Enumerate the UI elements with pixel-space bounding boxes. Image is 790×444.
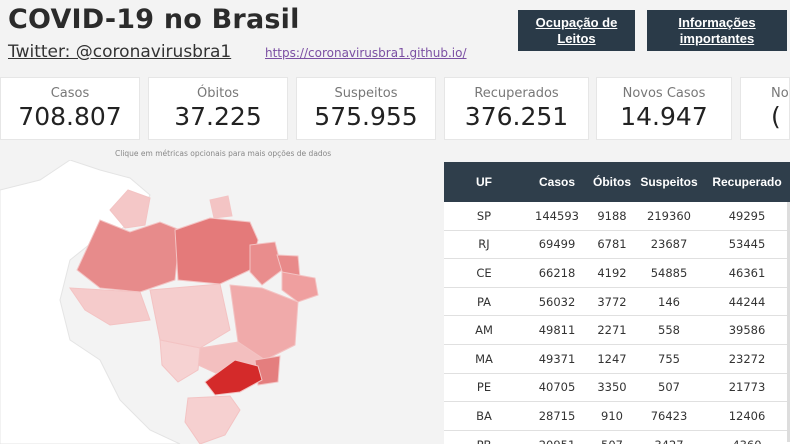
cell-recuperados: 49295	[728, 208, 766, 223]
metric-card-novos-obitos[interactable]: Nov (	[740, 77, 790, 140]
cell-uf: RJ	[478, 237, 490, 252]
cell-recuperados: 23272	[728, 351, 766, 366]
metric-value: 575.955	[314, 102, 418, 131]
cell-suspeitos: 219360	[647, 208, 691, 223]
cell-casos: 40705	[538, 380, 576, 395]
cell-obitos: 9188	[597, 208, 627, 223]
cell-casos: 28715	[538, 408, 576, 423]
cell-recuperados: 39586	[728, 323, 766, 338]
cell-casos: 66218	[538, 265, 576, 280]
cell-suspeitos: 146	[658, 294, 680, 309]
twitter-link[interactable]: Twitter: @coronavirusbra1	[8, 42, 232, 62]
metric-value: (	[771, 102, 781, 131]
cell-uf: PE	[476, 380, 492, 395]
cell-uf: AM	[475, 323, 493, 338]
metric-label: Casos	[50, 86, 90, 101]
metric-value: 14.947	[620, 102, 708, 131]
col-header-obitos[interactable]: Óbitos	[593, 175, 631, 189]
cell-suspeitos: 755	[658, 351, 680, 366]
table-row[interactable]: AM 49811 2271 558 39586	[444, 316, 790, 345]
table-row[interactable]: RJ 69499 6781 23687 53445	[444, 231, 790, 260]
table-row[interactable]: CE 66218 4192 54885 46361	[444, 259, 790, 288]
metric-label: Recuperados	[474, 86, 559, 101]
table-row[interactable]: PE 40705 3350 507 21773	[444, 374, 790, 403]
metric-card-novos-casos[interactable]: Novos Casos 14.947	[596, 77, 732, 140]
cell-suspeitos: 76423	[650, 408, 688, 423]
cell-suspeitos: 3427	[634, 438, 704, 444]
south-america-background	[0, 160, 181, 444]
cell-casos: 56032	[538, 294, 576, 309]
cell-obitos: 910	[601, 408, 623, 423]
cell-casos: 144593	[535, 208, 579, 223]
table-row[interactable]: SP 144593 9188 219360 49295	[444, 202, 790, 231]
metric-card-suspeitos[interactable]: Suspeitos 575.955	[296, 77, 436, 140]
metric-value: 708.807	[18, 102, 122, 131]
cell-recuperados: 44244	[728, 294, 766, 309]
state-pa	[174, 217, 259, 285]
cell-uf: PA	[476, 294, 492, 309]
cell-uf: PB	[444, 438, 524, 444]
metric-label: Novos Casos	[622, 86, 706, 101]
table-scrollbar[interactable]	[787, 202, 790, 442]
cell-recuperados: 53445	[728, 237, 766, 252]
state-ac-ro	[69, 287, 151, 326]
table-row[interactable]: PA 56032 3772 146 44244	[444, 288, 790, 317]
metric-card-casos[interactable]: Casos 708.807	[0, 77, 140, 140]
informacoes-button[interactable]: Informações importantes	[647, 10, 787, 51]
cell-casos: 49371	[538, 351, 576, 366]
ocupacao-leitos-button[interactable]: Ocupação de Leitos	[518, 10, 635, 51]
cell-obitos: 507	[590, 438, 634, 444]
metric-value: 376.251	[464, 102, 569, 131]
cell-suspeitos: 558	[658, 323, 680, 338]
cell-obitos: 3772	[597, 294, 627, 309]
state-ne	[281, 271, 319, 303]
cell-uf: MA	[475, 351, 493, 366]
metric-label: Óbitos	[197, 86, 239, 101]
metric-card-recuperados[interactable]: Recuperados 376.251	[444, 77, 589, 140]
state-ma	[249, 241, 283, 286]
table-row[interactable]: MA 49371 1247 755 23272	[444, 345, 790, 374]
uf-table[interactable]: UF Casos Óbitos Suspeitos Recuperado SP …	[444, 162, 790, 444]
metric-label: Suspeitos	[334, 86, 398, 101]
table-header: UF Casos Óbitos Suspeitos Recuperado	[444, 162, 790, 202]
col-header-recuperados[interactable]: Recuperado	[712, 175, 782, 189]
cell-obitos: 2271	[597, 323, 627, 338]
cell-casos: 49811	[538, 323, 576, 338]
state-ap	[209, 195, 233, 219]
state-rr	[109, 189, 151, 229]
cell-obitos: 4192	[597, 265, 627, 280]
col-header-uf[interactable]: UF	[476, 175, 492, 189]
page-title: COVID-19 no Brasil	[8, 4, 300, 35]
metric-card-obitos[interactable]: Óbitos 37.225	[148, 77, 288, 140]
table-row[interactable]: BA 28715 910 76423 12406	[444, 402, 790, 431]
cell-suspeitos: 54885	[650, 265, 688, 280]
cell-casos: 69499	[538, 237, 576, 252]
cell-recuperados: 21773	[728, 380, 766, 395]
table-row[interactable]: PB 20951 507 3427 4360	[444, 431, 790, 444]
col-header-casos[interactable]: Casos	[538, 175, 576, 189]
cell-uf: BA	[476, 408, 492, 423]
metric-label: Nov	[771, 86, 789, 101]
metric-value: 37.225	[174, 102, 262, 131]
cell-recuperados: 46361	[728, 265, 766, 280]
github-link[interactable]: https://coronavirusbra1.github.io/	[265, 46, 467, 60]
cell-casos: 20951	[524, 438, 590, 444]
brazil-map[interactable]	[0, 160, 440, 444]
cell-recuperados: 4360	[704, 438, 790, 444]
cell-suspeitos: 23687	[650, 237, 688, 252]
cell-suspeitos: 507	[658, 380, 680, 395]
cell-uf: SP	[476, 208, 492, 223]
state-sp	[204, 359, 263, 396]
cell-recuperados: 12406	[728, 408, 766, 423]
metrics-hint: Clique em métricas opcionais para mais o…	[115, 149, 332, 158]
state-ms	[159, 339, 201, 383]
cell-uf: CE	[476, 265, 492, 280]
cell-obitos: 3350	[597, 380, 627, 395]
state-mt	[149, 283, 231, 349]
col-header-suspeitos[interactable]: Suspeitos	[640, 175, 698, 189]
cell-obitos: 1247	[597, 351, 627, 366]
state-pr-sc-rs	[184, 395, 241, 444]
cell-obitos: 6781	[597, 237, 627, 252]
